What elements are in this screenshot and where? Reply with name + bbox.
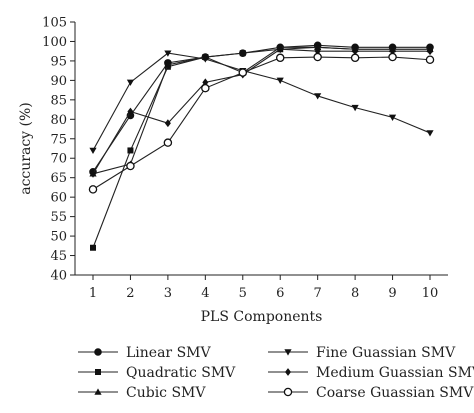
legend-label-cubic-smv: Cubic SMV [126,385,206,401]
data-point-coarse-guassian-smv [163,138,173,147]
legend-marker-cubic-smv [94,388,102,395]
data-point-coarse-guassian-smv [88,185,98,194]
data-point-fine-guassian-smv [426,130,434,137]
y-tick-label: 65 [50,171,67,186]
y-tick-label: 85 [50,93,67,108]
data-point-coarse-guassian-smv [350,53,360,63]
legend-marker-fine-guassian-smv [284,349,292,356]
y-tick-label: 100 [42,35,67,50]
data-point-fine-guassian-smv [388,114,397,121]
legend-label-medium-guassian-smv: Medium Guassian SMV [316,365,474,381]
data-point-quadratic-smv [90,244,96,251]
x-tick-label: 7 [314,286,322,301]
data-point-coarse-guassian-smv [313,52,322,62]
data-point-medium-guassian-smv [127,107,134,116]
data-point-medium-guassian-smv [277,45,284,54]
data-point-medium-guassian-smv [164,119,171,128]
series-line-coarse-guassian-smv [92,56,431,190]
data-point-fine-guassian-smv [126,79,135,86]
series-line-medium-guassian-smv [92,48,430,175]
data-point-fine-guassian-smv [201,56,209,63]
y-tick-label: 60 [50,191,67,206]
x-tick-label: 1 [89,286,97,301]
x-tick-label: 8 [351,286,359,301]
legend-marker-quadratic-smv [95,369,101,375]
y-tick-label: 50 [50,230,67,245]
data-point-medium-guassian-smv [352,47,359,56]
x-tick-label: 9 [388,286,396,301]
y-tick-label: 45 [50,249,67,264]
legend-marker-linear-smv [94,348,102,356]
data-point-coarse-guassian-smv [275,53,285,63]
y-tick-label: 105 [42,16,67,31]
data-point-fine-guassian-smv [164,50,172,57]
data-point-fine-guassian-smv [276,77,284,84]
legend-marker-medium-guassian-smv [285,368,291,376]
y-tick-label: 55 [50,210,67,225]
data-point-coarse-guassian-smv [126,161,135,171]
data-point-fine-guassian-smv [89,147,97,155]
legend-label-linear-smv: Linear SMV [126,345,211,361]
legend-label-quadratic-smv: Quadratic SMV [126,365,236,381]
x-tick-label: 5 [239,286,247,301]
data-point-medium-guassian-smv [90,169,96,178]
series-line-cubic-smv [92,46,430,175]
x-tick-label: 10 [422,286,439,301]
data-point-cubic-smv [164,61,172,68]
y-tick-label: 70 [50,152,67,167]
data-point-coarse-guassian-smv [201,83,210,93]
series-line-linear-smv [92,44,430,173]
data-point-fine-guassian-smv [351,104,359,112]
x-axis-title: PLS Components [201,309,323,325]
y-tick-label: 75 [50,132,67,147]
x-tick-label: 3 [164,286,172,301]
data-point-coarse-guassian-smv [388,52,397,62]
data-point-medium-guassian-smv [427,47,433,56]
data-point-quadratic-smv [239,50,246,57]
legend-label-coarse-guassian-smv: Coarse Guassian SMV [316,385,474,401]
data-point-cubic-smv [314,43,322,50]
legend-label-fine-guassian-smv: Fine Guassian SMV [316,345,456,361]
data-point-quadratic-smv [127,147,134,154]
y-tick-label: 40 [50,269,67,284]
y-tick-label: 80 [50,113,67,128]
y-tick-label: 90 [50,74,67,89]
y-tick-label: 95 [50,54,67,69]
x-tick-label: 4 [201,286,209,301]
series-line-quadratic-smv [92,46,430,248]
data-point-coarse-guassian-smv [425,55,435,65]
x-tick-label: 2 [126,286,134,301]
data-point-fine-guassian-smv [314,93,322,100]
data-point-coarse-guassian-smv [238,68,248,77]
series-line-fine-guassian-smv [92,52,431,151]
y-axis-title: accuracy (%) [18,102,34,195]
x-tick-label: 6 [276,286,284,301]
legend-marker-coarse-guassian-smv [283,387,293,397]
